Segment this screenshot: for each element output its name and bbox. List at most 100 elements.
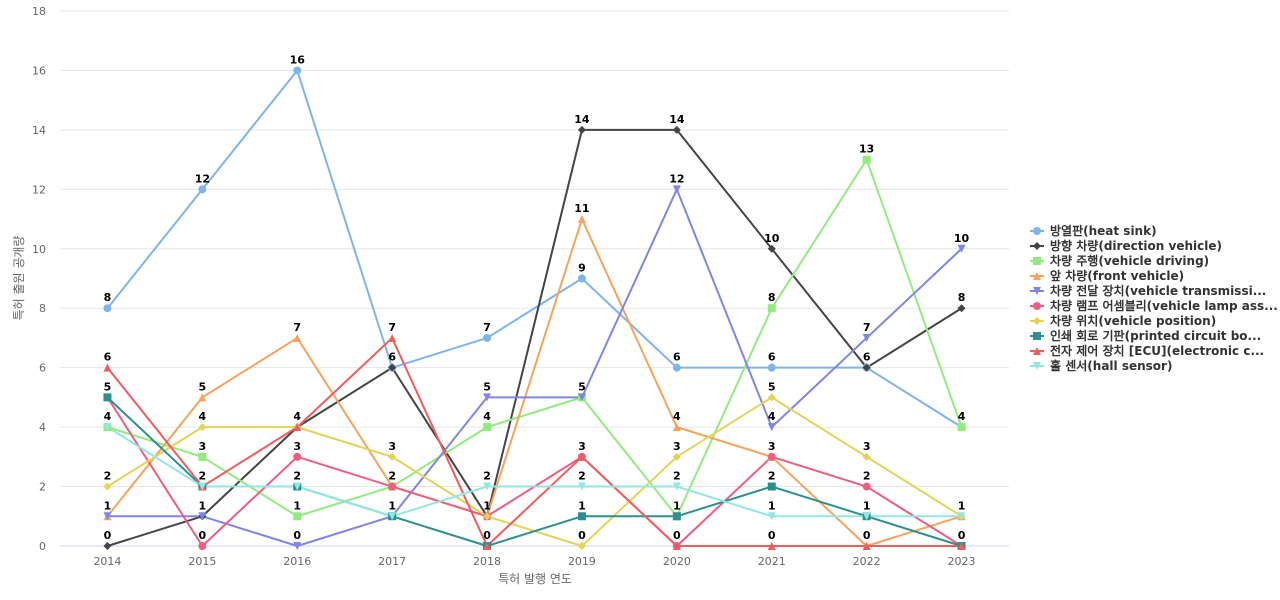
data-label: 6 [863, 351, 871, 364]
legend-label: 차량 위치(vehicle position) [1050, 313, 1216, 328]
y-tick-label: 2 [39, 481, 46, 494]
series-8-point [672, 542, 681, 550]
legend-item[interactable]: 방열판(heat sink) [1030, 223, 1157, 238]
series-2-point [483, 423, 492, 432]
data-label: 7 [863, 321, 871, 334]
legend-label: 차량 램프 어셈블리(vehicle lamp ass... [1050, 298, 1278, 313]
series-line-7 [106, 396, 962, 547]
legend-item[interactable]: 전자 제어 장치 [ECU](electronic c... [1030, 343, 1264, 358]
data-label: 4 [293, 410, 301, 423]
series-4-point [577, 393, 586, 402]
series-9-point [577, 482, 586, 491]
legend-item[interactable]: 차량 위치(vehicle position) [1030, 313, 1216, 328]
series-9-point [293, 482, 302, 491]
legend-label: 앞 차량(front vehicle) [1050, 268, 1184, 283]
series-8-point [103, 363, 112, 372]
series-4-point [483, 393, 492, 402]
series-line-0 [106, 69, 963, 428]
series-8-point [293, 423, 302, 432]
series-3-point [293, 333, 302, 342]
series-0-point [672, 363, 681, 372]
legend-item[interactable]: 차량 전달 장치(vehicle transmissi... [1030, 283, 1266, 298]
legend[interactable]: 방열판(heat sink)방향 차량(direction vehicle)차량… [1030, 223, 1278, 373]
series-8-point [957, 542, 966, 550]
data-label: 5 [768, 380, 776, 393]
series-9-point [198, 482, 207, 491]
data-label: 2 [388, 470, 396, 483]
legend-item[interactable]: 홀 센서(hall sensor) [1030, 358, 1172, 373]
data-label: 12 [195, 172, 210, 185]
legend-symbol [1033, 332, 1041, 340]
data-label: 0 [483, 529, 491, 542]
series-6-point [672, 452, 681, 461]
y-tick-label: 12 [32, 183, 46, 196]
series-4-point [293, 542, 302, 550]
data-label: 0 [958, 529, 966, 542]
legend-item[interactable]: 앞 차량(front vehicle) [1030, 268, 1184, 283]
data-label: 12 [669, 172, 684, 185]
series-6-point [103, 482, 112, 491]
series-lines [106, 69, 963, 547]
x-tick-label: 2020 [663, 555, 691, 568]
x-tick-label: 2015 [188, 555, 216, 568]
legend-label: 전자 제어 장치 [ECU](electronic c... [1050, 343, 1264, 358]
data-label: 6 [388, 351, 396, 364]
legend-symbol [1033, 362, 1041, 370]
data-label: 7 [293, 321, 301, 334]
series-4-point [862, 333, 871, 342]
series-8-point [388, 333, 397, 342]
data-label: 14 [574, 113, 590, 126]
series-7-point [767, 482, 776, 491]
data-label: 4 [673, 410, 681, 423]
y-axis-title: 특허 출원 공개량 [12, 236, 26, 321]
y-tick-label: 8 [39, 302, 46, 315]
series-0-point [103, 304, 112, 313]
series-7-point [672, 512, 681, 521]
data-label: 2 [199, 470, 207, 483]
series-2-point [862, 155, 871, 164]
legend-symbol [1033, 227, 1041, 235]
data-label: 1 [104, 499, 112, 512]
series-1-point [388, 363, 397, 372]
series-8-point [862, 542, 871, 550]
legend-symbol [1033, 272, 1041, 280]
data-label: 13 [859, 143, 874, 156]
data-label: 2 [863, 470, 871, 483]
y-tick-label: 0 [39, 540, 46, 553]
series-9-point [672, 482, 681, 491]
series-1-point [957, 304, 966, 313]
series-6-point [388, 452, 397, 461]
series-6-point [198, 423, 207, 432]
data-label: 1 [199, 499, 207, 512]
data-label: 0 [673, 529, 681, 542]
data-label: 5 [199, 380, 207, 393]
series-7-point [103, 393, 112, 402]
y-tick-label: 4 [39, 421, 46, 434]
legend-item[interactable]: 방향 차량(direction vehicle) [1030, 238, 1222, 253]
series-6-point [483, 512, 492, 521]
legend-item[interactable]: 인쇄 회로 기판(printed circuit bo... [1030, 328, 1261, 343]
series-4-point [198, 512, 207, 521]
legend-item[interactable]: 차량 램프 어셈블리(vehicle lamp ass... [1030, 298, 1278, 313]
data-label: 4 [104, 410, 112, 423]
series-2-point [198, 452, 207, 461]
series-9-point [767, 512, 776, 521]
legend-symbol [1033, 242, 1041, 250]
data-label: 3 [578, 440, 586, 453]
series-line-1 [107, 128, 963, 547]
series-5-point [198, 542, 207, 550]
series-9-point [103, 423, 112, 432]
data-label: 2 [673, 470, 681, 483]
x-tick-label: 2017 [378, 555, 406, 568]
legend-label: 차량 전달 장치(vehicle transmissi... [1050, 283, 1266, 298]
legend-item[interactable]: 차량 주행(vehicle driving) [1030, 253, 1209, 268]
legend-symbol [1033, 257, 1041, 265]
y-tick-label: 10 [32, 243, 46, 256]
x-tick-label: 2019 [568, 555, 596, 568]
data-label: 1 [673, 499, 681, 512]
x-tick-label: 2023 [948, 555, 976, 568]
series-3-point [577, 215, 586, 224]
series-5-point [388, 482, 397, 491]
